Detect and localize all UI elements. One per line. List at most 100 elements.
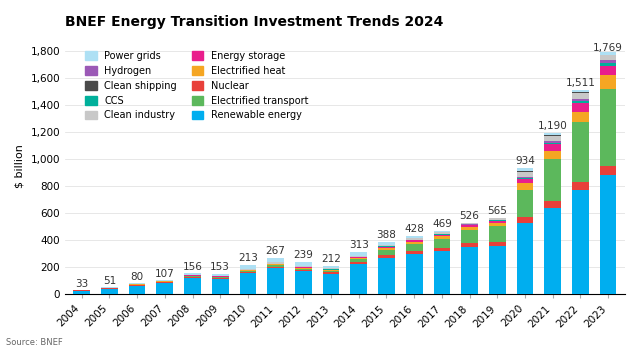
Bar <box>433 251 450 294</box>
Bar <box>295 267 312 269</box>
Bar <box>157 282 173 283</box>
Bar <box>516 183 533 190</box>
Bar <box>101 289 118 294</box>
Bar <box>516 172 533 177</box>
Bar <box>572 122 589 182</box>
Bar <box>129 285 145 286</box>
Bar <box>268 265 284 267</box>
Bar <box>268 258 284 263</box>
Bar <box>351 257 367 258</box>
Bar <box>433 239 450 248</box>
Text: BNEF Energy Transition Investment Trends 2024: BNEF Energy Transition Investment Trends… <box>65 15 444 29</box>
Bar <box>129 286 145 294</box>
Bar <box>239 265 256 269</box>
Bar <box>516 179 533 183</box>
Bar <box>406 236 422 238</box>
Bar <box>295 271 312 294</box>
Bar <box>516 171 533 172</box>
Bar <box>406 254 422 294</box>
Bar <box>323 266 339 268</box>
Bar <box>157 281 173 282</box>
Bar <box>433 232 450 234</box>
Bar <box>545 141 561 143</box>
Bar <box>378 248 395 250</box>
Bar <box>516 177 533 178</box>
Bar <box>295 266 312 267</box>
Bar <box>489 226 506 242</box>
Bar <box>351 258 367 259</box>
Bar <box>184 274 201 275</box>
Bar <box>600 52 616 55</box>
Bar <box>545 208 561 294</box>
Bar <box>212 273 228 276</box>
Text: 153: 153 <box>211 263 230 272</box>
Bar <box>351 264 367 294</box>
Bar <box>378 258 395 294</box>
Bar <box>268 267 284 268</box>
Bar <box>545 201 561 208</box>
Bar <box>157 280 173 281</box>
Text: 107: 107 <box>155 269 175 279</box>
Bar <box>101 287 118 288</box>
Text: 1,511: 1,511 <box>566 78 595 88</box>
Bar <box>184 278 201 294</box>
Bar <box>572 99 589 101</box>
Bar <box>184 276 201 277</box>
Bar <box>489 223 506 226</box>
Text: 1,769: 1,769 <box>593 43 623 53</box>
Bar <box>239 270 256 271</box>
Bar <box>268 264 284 265</box>
Text: 526: 526 <box>460 211 479 221</box>
Bar <box>295 262 312 266</box>
Text: 212: 212 <box>321 253 341 264</box>
Bar <box>351 259 367 262</box>
Bar <box>461 227 478 230</box>
Bar <box>378 250 395 255</box>
Bar <box>489 220 506 221</box>
Bar <box>572 104 589 112</box>
Text: 565: 565 <box>488 206 508 216</box>
Text: 51: 51 <box>103 276 116 286</box>
Bar <box>600 63 616 66</box>
Bar <box>378 242 395 245</box>
Legend: Power grids, Hydrogen, Clean shipping, CCS, Clean industry, Energy storage, Elec: Power grids, Hydrogen, Clean shipping, C… <box>81 47 312 124</box>
Bar <box>239 272 256 273</box>
Bar <box>572 90 589 92</box>
Bar <box>600 75 616 88</box>
Bar <box>516 178 533 179</box>
Bar <box>572 92 589 93</box>
Bar <box>516 168 533 171</box>
Bar <box>433 234 450 236</box>
Bar <box>406 251 422 254</box>
Text: 80: 80 <box>131 272 143 282</box>
Bar <box>184 277 201 278</box>
Bar <box>378 255 395 258</box>
Text: 156: 156 <box>182 262 202 272</box>
Bar <box>433 236 450 239</box>
Bar <box>545 159 561 201</box>
Bar <box>461 225 478 227</box>
Bar <box>295 270 312 271</box>
Bar <box>212 279 228 294</box>
Bar <box>600 60 616 63</box>
Bar <box>239 269 256 270</box>
Bar <box>268 268 284 294</box>
Bar <box>545 136 561 141</box>
Bar <box>129 284 145 285</box>
Bar <box>184 273 201 274</box>
Bar <box>212 278 228 279</box>
Bar <box>239 271 256 272</box>
Bar <box>600 166 616 175</box>
Bar <box>157 283 173 294</box>
Bar <box>545 135 561 136</box>
Bar <box>323 268 339 269</box>
Bar <box>406 241 422 244</box>
Bar <box>433 231 450 232</box>
Bar <box>351 252 367 256</box>
Bar <box>239 273 256 294</box>
Bar <box>433 248 450 251</box>
Bar <box>489 221 506 223</box>
Bar <box>378 247 395 248</box>
Bar <box>378 245 395 246</box>
Text: 313: 313 <box>349 240 369 250</box>
